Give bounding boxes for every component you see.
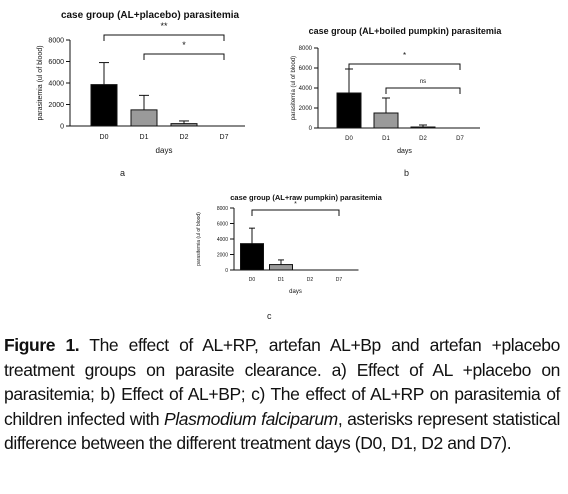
chart-title: case group (AL+boiled pumpkin) parasitem… xyxy=(309,26,503,36)
panel-letter-b: b xyxy=(404,168,410,178)
y-tick-label: 8000 xyxy=(217,206,228,212)
bar-D1 xyxy=(269,264,293,271)
y-tick-label: 4000 xyxy=(48,80,64,87)
y-tick-label: 4000 xyxy=(217,237,228,243)
chart-panel-c: case group (AL+raw pumpkin) parasitemia 0… xyxy=(186,190,416,300)
x-tick-label: D0 xyxy=(345,136,353,142)
bar-D2 xyxy=(410,126,436,129)
chart-svg-b: case group (AL+boiled pumpkin) parasitem… xyxy=(291,26,503,155)
x-tick-label: D2 xyxy=(180,134,189,141)
significance-label: ns xyxy=(420,79,426,85)
y-tick-label: 2000 xyxy=(299,106,313,112)
y-tick-label: 0 xyxy=(309,126,313,132)
x-tick-label: D1 xyxy=(382,136,390,142)
y-tick-label: 4000 xyxy=(299,86,313,92)
significance-bracket xyxy=(251,209,340,216)
x-tick-label: D1 xyxy=(140,134,149,141)
chart-svg-a: case group (AL+placebo) parasitemia 0 2000… xyxy=(37,10,245,155)
significance-bracket xyxy=(103,34,225,41)
x-tick-label: D0 xyxy=(249,277,256,283)
bar-D1 xyxy=(130,109,158,127)
caption-text-part2: , asterisks represent statistical differ… xyxy=(4,408,560,454)
bar-D0 xyxy=(336,92,362,129)
y-tick-label: 2000 xyxy=(217,252,228,258)
chart-panel-b: case group (AL+boiled pumpkin) parasitem… xyxy=(282,24,568,155)
significance-label: ** xyxy=(160,21,168,31)
significance-bracket xyxy=(385,87,461,94)
x-axis-label: days xyxy=(156,146,173,155)
y-tick-label: 0 xyxy=(60,123,64,130)
significance-bracket xyxy=(348,63,461,70)
y-axis-label: parasitemia (ul of blood) xyxy=(196,212,202,266)
bar-D0 xyxy=(90,84,118,127)
caption-species: Plasmodium falciparum xyxy=(164,408,338,429)
y-tick-label: 6000 xyxy=(48,59,64,66)
x-axis-label: days xyxy=(289,289,302,295)
y-axis-label: parasitemia (ul of blood) xyxy=(37,45,44,120)
x-axis-label: days xyxy=(397,148,412,155)
significance-bracket xyxy=(143,53,225,60)
significance-label: * xyxy=(182,40,186,50)
y-tick-label: 0 xyxy=(225,268,228,274)
x-tick-label: D7 xyxy=(336,277,343,283)
panel-letter-a: a xyxy=(120,168,126,178)
y-tick-label: 8000 xyxy=(48,37,64,44)
x-tick-label: D2 xyxy=(307,277,314,283)
panel-letter-c: c xyxy=(267,311,272,321)
caption-label: Figure 1. xyxy=(4,335,80,355)
x-tick-label: D0 xyxy=(100,134,109,141)
significance-label: * xyxy=(294,201,297,208)
chart-panel-a: case group (AL+placebo) parasitemia 0 2000… xyxy=(0,8,290,158)
significance-label: * xyxy=(403,51,406,60)
chart-title: case group (AL+raw pumpkin) parasitemia xyxy=(230,193,382,202)
x-tick-label: D7 xyxy=(456,136,464,142)
x-tick-label: D7 xyxy=(220,134,229,141)
x-tick-label: D1 xyxy=(278,277,285,283)
caption-text-part1: The effect of AL+RP, artefan AL+Bp and a… xyxy=(4,335,560,429)
x-tick-label: D2 xyxy=(419,136,427,142)
chart-title: case group (AL+placebo) parasitemia xyxy=(61,10,240,21)
y-tick-label: 6000 xyxy=(299,66,313,72)
bar-D0 xyxy=(240,243,264,271)
bar-D2 xyxy=(170,123,198,127)
y-tick-label: 2000 xyxy=(48,102,64,109)
bar-D1 xyxy=(373,112,399,129)
figure-caption: Figure 1. The effect of AL+RP, artefan A… xyxy=(4,333,560,456)
y-tick-label: 6000 xyxy=(217,221,228,227)
y-tick-label: 8000 xyxy=(299,46,313,52)
chart-svg-c: case group (AL+raw pumpkin) parasitemia 0… xyxy=(196,193,383,295)
y-axis-label: parasitemia (ul of blood) xyxy=(291,56,297,120)
